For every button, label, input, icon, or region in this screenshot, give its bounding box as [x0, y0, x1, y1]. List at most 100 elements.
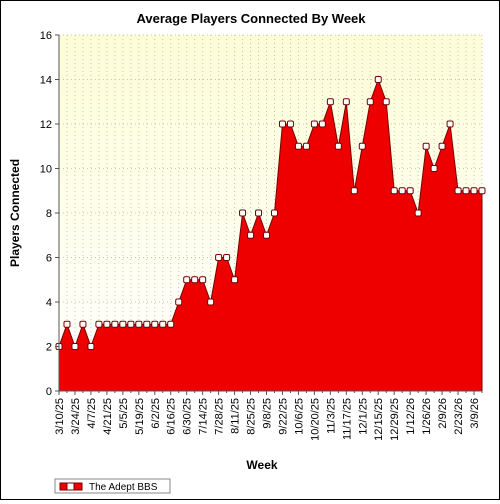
data-point: [63, 320, 71, 328]
x-tick-label: 2/9/26: [437, 398, 449, 429]
x-tick-label: 12/29/25: [389, 398, 401, 441]
data-point: [326, 98, 334, 106]
data-point: [462, 187, 470, 195]
y-axis-ticks: 0 2 4 6 8 10 12 14 16: [40, 30, 59, 398]
y-tick-label: 10: [40, 164, 52, 176]
data-point: [79, 320, 87, 328]
x-tick-label: 6/2/25: [150, 398, 162, 429]
x-tick-label: 7/28/25: [214, 398, 226, 435]
y-tick-label: 2: [46, 342, 52, 354]
data-point: [191, 276, 199, 284]
y-tick-label: 16: [40, 30, 52, 42]
data-point: [366, 98, 374, 106]
x-tick-label: 12/15/25: [373, 398, 385, 441]
x-tick-label: 4/7/25: [86, 398, 98, 429]
data-point: [263, 231, 271, 239]
data-point: [175, 298, 183, 306]
x-tick-label: 8/11/25: [230, 398, 242, 434]
x-tick-label: 12/1/25: [357, 398, 369, 435]
data-point: [151, 320, 159, 328]
legend: The Adept BBS: [54, 478, 171, 494]
data-point: [135, 320, 143, 328]
data-point: [231, 276, 239, 284]
data-point: [478, 187, 486, 195]
legend-marker: [66, 482, 75, 491]
y-tick-label: 14: [40, 75, 52, 87]
data-point: [127, 320, 135, 328]
x-tick-label: 7/14/25: [198, 398, 210, 435]
data-point: [414, 209, 422, 217]
data-point: [358, 142, 366, 150]
data-point: [382, 98, 390, 106]
data-point: [422, 142, 430, 150]
data-point: [247, 231, 255, 239]
data-point: [207, 298, 215, 306]
x-axis-ticks: 3/10/25 3/24/25 4/7/25 4/21/25 5/5/25 5/19/25…: [54, 391, 483, 441]
data-point: [438, 142, 446, 150]
x-tick-label: 1/26/26: [421, 398, 433, 435]
data-point: [143, 320, 151, 328]
data-points: [55, 76, 486, 350]
data-point: [183, 276, 191, 284]
data-point: [286, 120, 294, 128]
data-point: [318, 120, 326, 128]
x-tick-label: 6/16/25: [166, 398, 178, 435]
x-axis-label: Week: [246, 458, 277, 472]
data-point: [270, 209, 278, 217]
data-point: [342, 98, 350, 106]
data-point: [334, 142, 342, 150]
x-tick-label: 3/10/25: [54, 398, 66, 435]
x-tick-label: 2/23/26: [453, 398, 465, 435]
data-point: [223, 254, 231, 261]
data-point: [398, 187, 406, 195]
data-point: [406, 187, 414, 195]
x-tick-label: 10/6/25: [293, 398, 305, 435]
data-point: [103, 320, 111, 328]
x-tick-label: 9/22/25: [277, 398, 289, 435]
y-tick-label: 6: [46, 253, 52, 265]
x-tick-label: 1/12/26: [405, 398, 417, 435]
x-tick-label: 3/9/26: [469, 398, 481, 429]
data-point: [159, 320, 167, 328]
x-tick-label: 6/30/25: [182, 398, 194, 435]
chart-title: Average Players Connected By Week: [136, 11, 366, 26]
legend-label: The Adept BBS: [89, 482, 158, 493]
data-point: [71, 343, 79, 350]
x-tick-label: 10/20/25: [309, 398, 321, 441]
data-point: [302, 142, 310, 150]
data-point: [310, 120, 318, 128]
x-tick-label: 4/21/25: [102, 398, 114, 435]
data-point: [470, 187, 478, 195]
data-point: [255, 209, 263, 217]
data-point: [215, 254, 223, 261]
data-point: [350, 187, 358, 195]
data-point: [278, 120, 286, 128]
x-tick-label: 9/8/25: [262, 398, 274, 429]
x-tick-label: 11/17/25: [341, 398, 353, 440]
x-tick-label: 11/3/25: [325, 398, 337, 434]
legend-box: [54, 478, 171, 494]
y-tick-label: 8: [46, 208, 52, 220]
data-point: [390, 187, 398, 195]
data-point: [199, 276, 207, 284]
y-tick-label: 12: [40, 119, 52, 131]
data-point: [430, 165, 438, 172]
data-point: [374, 76, 382, 83]
x-tick-label: 5/19/25: [134, 398, 146, 435]
data-point: [294, 142, 302, 150]
y-tick-label: 4: [46, 297, 52, 309]
data-point: [239, 209, 247, 217]
data-point: [111, 320, 119, 328]
data-point: [95, 320, 103, 328]
y-axis-label: Players Connected: [8, 159, 22, 267]
x-tick-label: 8/25/25: [246, 398, 258, 435]
data-point: [454, 187, 462, 195]
data-point: [446, 120, 454, 128]
data-point: [87, 343, 95, 350]
data-point: [167, 320, 175, 328]
data-point: [119, 320, 127, 328]
x-tick-label: 3/24/25: [70, 398, 82, 435]
x-tick-label: 5/5/25: [118, 398, 130, 429]
